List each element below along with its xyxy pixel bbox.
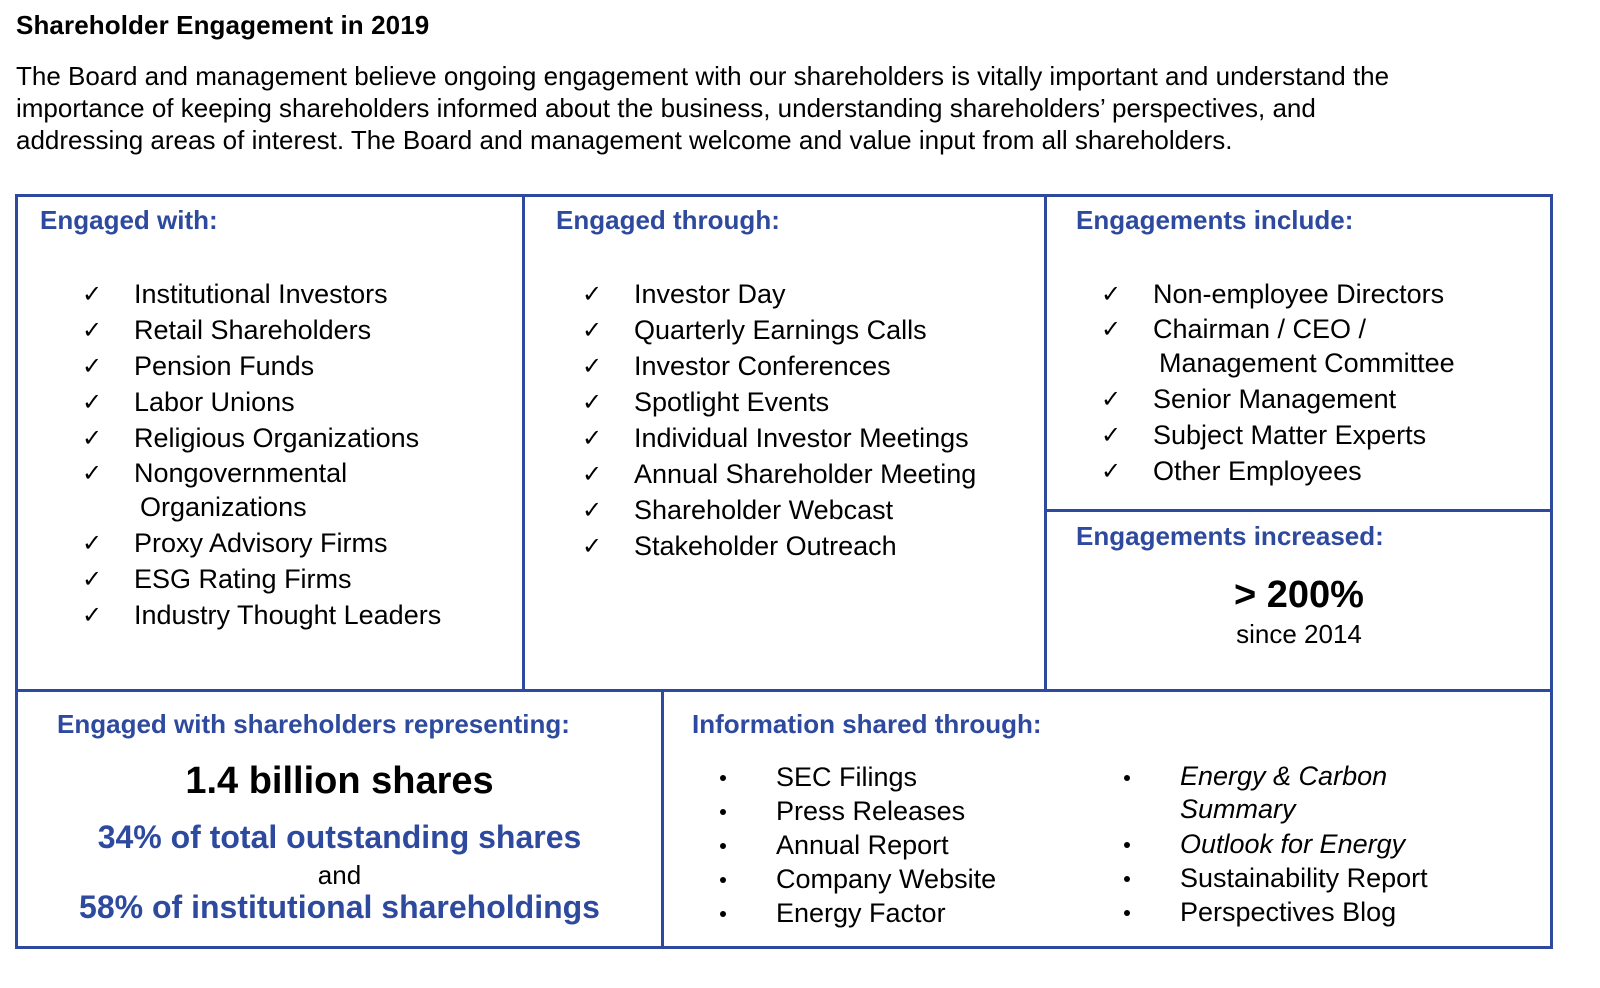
intro-line: addressing areas of interest. The Board … bbox=[16, 125, 1233, 155]
checkmark-icon: ✓ bbox=[82, 388, 103, 416]
intro-line: The Board and management believe ongoing… bbox=[16, 61, 1390, 91]
checkmark-icon: ✓ bbox=[1101, 280, 1122, 308]
checkmark-icon: ✓ bbox=[82, 529, 103, 557]
checkmark-icon: ✓ bbox=[1101, 457, 1122, 485]
checkmark-icon: ✓ bbox=[1101, 385, 1122, 413]
bullet-icon bbox=[1124, 775, 1130, 781]
page-title: Shareholder Engagement in 2019 bbox=[16, 10, 430, 40]
checkmark-icon: ✓ bbox=[582, 280, 603, 308]
and-text: and bbox=[317, 860, 362, 890]
engagements-include-heading: Engagements include: bbox=[1076, 205, 1354, 235]
checkmark-icon: ✓ bbox=[1101, 315, 1122, 343]
checkmark-icon: ✓ bbox=[582, 424, 603, 452]
increase-value: > 200% bbox=[1234, 574, 1364, 616]
grid-col-divider-2 bbox=[1044, 194, 1047, 692]
bullet-icon bbox=[720, 843, 726, 849]
engaged-through-heading: Engaged through: bbox=[556, 205, 780, 235]
checkmark-icon: ✓ bbox=[82, 352, 103, 380]
engaged-with-heading: Engaged with: bbox=[40, 205, 218, 235]
checkmark-icon: ✓ bbox=[582, 316, 603, 344]
bullet-icon bbox=[720, 911, 726, 917]
grid-middle-border bbox=[15, 689, 1553, 692]
bullet-icon bbox=[1124, 876, 1130, 882]
checkmark-icon: ✓ bbox=[582, 388, 603, 416]
checkmark-icon: ✓ bbox=[582, 460, 603, 488]
engagements-increased-heading: Engagements increased: bbox=[1076, 521, 1384, 551]
checkmark-icon: ✓ bbox=[582, 352, 603, 380]
checkmark-icon: ✓ bbox=[82, 316, 103, 344]
checkmark-icon: ✓ bbox=[582, 532, 603, 560]
bullet-icon bbox=[1124, 910, 1130, 916]
shares-count: 1.4 billion shares bbox=[185, 760, 494, 802]
grid-bottom-divider bbox=[661, 689, 664, 949]
bullet-icon bbox=[1124, 842, 1130, 848]
grid-top-border bbox=[15, 194, 1553, 197]
checkmark-icon: ✓ bbox=[82, 601, 103, 629]
info-shared-heading: Information shared through: bbox=[692, 709, 1042, 739]
bullet-icon bbox=[720, 809, 726, 815]
pct-total-shares: 34% of total outstanding shares bbox=[97, 819, 582, 855]
intro-paragraph: The Board and management believe ongoing… bbox=[16, 60, 1576, 156]
increase-since: since 2014 bbox=[1236, 619, 1362, 649]
checkmark-icon: ✓ bbox=[82, 565, 103, 593]
checkmark-icon: ✓ bbox=[82, 459, 103, 487]
representing-heading: Engaged with shareholders representing: bbox=[57, 709, 570, 739]
grid-col-divider-1 bbox=[522, 194, 525, 692]
pct-institutional: 58% of institutional shareholdings bbox=[79, 889, 600, 925]
checkmark-icon: ✓ bbox=[582, 496, 603, 524]
grid-left-border bbox=[15, 194, 18, 949]
grid-bottom-border bbox=[15, 946, 1553, 949]
intro-line: importance of keeping shareholders infor… bbox=[16, 93, 1316, 123]
checkmark-icon: ✓ bbox=[1101, 421, 1122, 449]
checkmark-icon: ✓ bbox=[82, 424, 103, 452]
bullet-icon bbox=[720, 877, 726, 883]
bullet-icon bbox=[720, 775, 726, 781]
checkmark-icon: ✓ bbox=[82, 280, 103, 308]
grid-right-divider bbox=[1045, 509, 1553, 512]
grid-right-border bbox=[1550, 194, 1553, 949]
